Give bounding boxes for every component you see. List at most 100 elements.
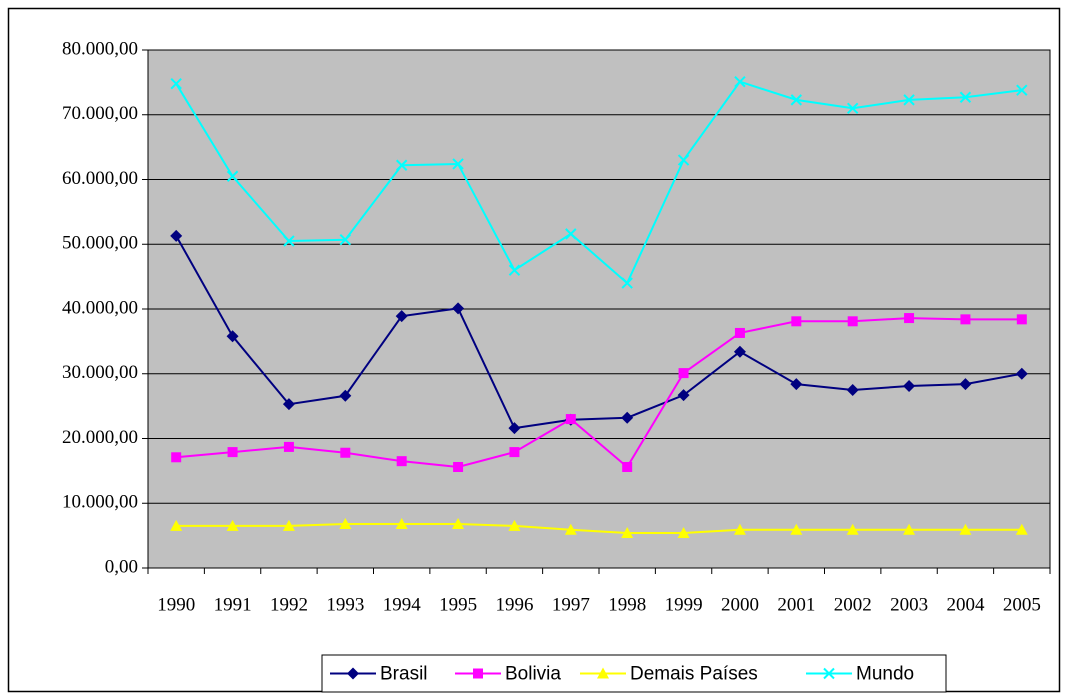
marker (395, 310, 408, 323)
marker (283, 235, 295, 247)
marker (960, 314, 971, 325)
x-tick-label: 1997 (552, 594, 590, 615)
marker (283, 441, 294, 452)
x-tick-label: 2003 (890, 594, 928, 615)
marker (734, 327, 745, 338)
marker (226, 519, 239, 531)
marker (565, 414, 576, 425)
marker (677, 389, 690, 402)
marker (340, 447, 351, 458)
marker (621, 277, 633, 289)
x-tick-label: 1994 (383, 594, 422, 615)
marker (508, 264, 521, 276)
marker (339, 389, 352, 402)
x-tick-label: 2001 (777, 594, 815, 615)
x-tick-label: 1991 (214, 594, 252, 615)
marker (396, 456, 407, 467)
y-tick-label: 80.000,00 (62, 38, 138, 59)
series-line (176, 317, 1022, 469)
marker (903, 523, 916, 535)
marker (622, 461, 633, 472)
marker (170, 77, 182, 90)
marker (733, 523, 746, 535)
legend-label: Bolivia (505, 664, 561, 685)
marker (395, 517, 408, 529)
marker (452, 517, 465, 529)
marker (733, 345, 746, 358)
marker (1015, 367, 1028, 380)
marker (170, 519, 183, 531)
marker (734, 76, 746, 88)
marker (339, 234, 352, 246)
y-tick-label: 70.000,00 (62, 103, 138, 124)
marker (170, 229, 183, 242)
y-tick-label: 40.000,00 (62, 297, 138, 318)
marker (282, 398, 295, 411)
marker (846, 383, 859, 396)
y-tick-label: 0,00 (105, 556, 138, 577)
marker (903, 94, 915, 106)
x-tick-label: 1992 (270, 594, 308, 615)
marker (508, 519, 521, 531)
marker (508, 422, 521, 435)
series-line (175, 80, 1022, 285)
x-tick-label: 1996 (495, 594, 533, 615)
x-tick-label: 1998 (608, 594, 646, 615)
marker (453, 461, 464, 472)
marker (339, 517, 352, 529)
marker (509, 447, 520, 458)
marker (621, 411, 634, 424)
marker (621, 527, 634, 539)
x-tick-label: 2004 (946, 594, 985, 615)
x-tick-label: 1995 (439, 594, 477, 615)
marker (395, 159, 408, 171)
marker (823, 667, 835, 680)
series-line (175, 235, 1022, 430)
marker (452, 158, 464, 170)
marker (473, 668, 483, 679)
marker (846, 523, 859, 535)
y-tick-label: 30.000,00 (62, 362, 138, 383)
marker (904, 313, 915, 324)
legend-label: Mundo (856, 664, 914, 685)
marker (677, 527, 690, 539)
y-tick-label: 50.000,00 (62, 233, 138, 254)
marker (1015, 523, 1028, 535)
marker (564, 523, 577, 535)
marker (226, 330, 239, 343)
marker (282, 519, 295, 531)
marker (677, 154, 690, 166)
marker (1016, 314, 1027, 325)
marker (790, 378, 803, 391)
y-tick-label: 10.000,00 (62, 492, 138, 513)
marker (597, 667, 609, 679)
legend-label: Demais Países (630, 664, 758, 685)
marker (452, 302, 465, 315)
marker (565, 228, 577, 240)
marker (227, 447, 238, 458)
marker (846, 102, 859, 114)
marker (790, 523, 803, 535)
series-line (176, 522, 1022, 535)
marker (959, 523, 972, 535)
x-tick-label: 1990 (157, 594, 195, 615)
marker (959, 378, 972, 391)
marker (847, 316, 858, 327)
marker (790, 94, 803, 106)
marker (226, 170, 239, 182)
marker (678, 368, 689, 379)
marker (347, 667, 359, 680)
marker (171, 452, 182, 463)
x-tick-label: 1999 (665, 594, 703, 615)
x-tick-label: 1993 (326, 594, 364, 615)
marker (791, 316, 802, 327)
marker (903, 380, 916, 393)
marker (1016, 84, 1028, 96)
legend-label: Brasil (380, 664, 428, 685)
x-tick-label: 2005 (1003, 594, 1041, 615)
x-tick-label: 2000 (721, 594, 759, 615)
marker (959, 91, 972, 103)
y-tick-label: 60.000,00 (62, 168, 138, 189)
x-tick-label: 2002 (834, 594, 872, 615)
